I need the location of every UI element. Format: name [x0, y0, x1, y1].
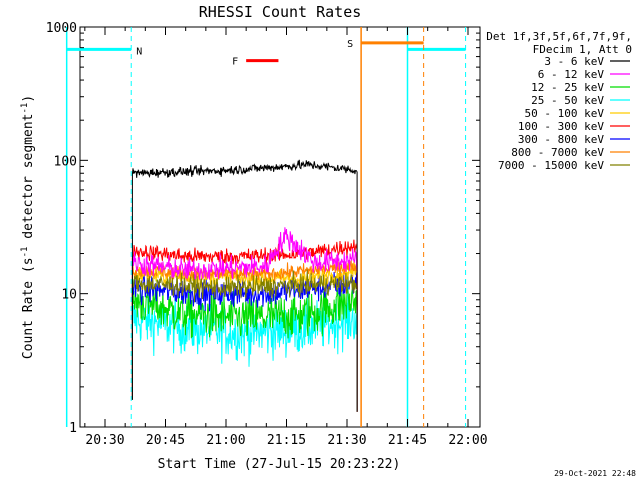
footer-date: 29-Oct-2021 22:48: [554, 469, 636, 478]
legend-entry-label: 3 - 6 keV: [544, 55, 604, 68]
legend-entry-label: 12 - 25 keV: [531, 81, 604, 94]
legend-entry-label: 7000 - 15000 keV: [498, 159, 604, 172]
series-line-9: [131, 269, 358, 412]
y-axis-label-end: ): [21, 95, 36, 103]
series-line-1: [131, 159, 358, 412]
y-axis-label-sup1: -1: [20, 247, 30, 258]
y-axis-label-main: Count Rate (s: [21, 257, 36, 359]
y-axis: 1 10 100 1000: [46, 21, 480, 436]
series-line-3: [131, 279, 358, 412]
chart-title: RHESSI Count Rates: [199, 3, 362, 21]
annotations: N S F: [65, 27, 467, 427]
y-tick-label: 1000: [46, 21, 77, 36]
plot-area: [79, 26, 481, 428]
x-tick-label: 21:30: [327, 433, 366, 448]
y-tick-label: 100: [54, 154, 77, 169]
x-tick-label: 21:15: [267, 433, 306, 448]
y-axis-label: Count Rate (s-1 detector segment-1): [20, 95, 36, 359]
saa-label: S: [347, 39, 353, 50]
y-tick-label: 1: [69, 421, 77, 436]
x-axis-label: Start Time (27-Jul-15 20:23:22): [158, 457, 401, 472]
x-tick-label: 21:45: [388, 433, 427, 448]
legend-entry-label: 6 - 12 keV: [538, 68, 605, 81]
flare-label: F: [232, 57, 238, 68]
y-axis-label-sup2: -1: [20, 103, 30, 114]
series-line-4: [131, 287, 358, 412]
x-tick-label: 20:30: [85, 433, 124, 448]
x-axis: 20:30 20:45 21:00 21:15 21:30 21:45 22:00: [84, 27, 488, 448]
legend-header-line: FDecim 1, Att 0: [533, 43, 632, 56]
legend-entry-label: 100 - 300 keV: [518, 120, 604, 133]
legend-entry-label: 800 - 7000 keV: [511, 146, 604, 159]
y-axis-label-mid: detector segment: [21, 114, 36, 247]
legend-entry-label: 25 - 50 keV: [531, 94, 604, 107]
series-group: [131, 159, 358, 412]
plot-frame: [79, 26, 481, 428]
x-tick-label: 22:00: [448, 433, 487, 448]
y-tick-label: 10: [61, 288, 77, 303]
x-tick-label: 21:00: [206, 433, 245, 448]
series-line-2: [131, 227, 358, 412]
x-tick-label: 20:45: [146, 433, 185, 448]
legend-header-line: Det 1f,3f,5f,6f,7f,9f,: [486, 30, 632, 43]
legend-entry-label: 50 - 100 keV: [525, 107, 605, 120]
night-label: N: [136, 46, 142, 57]
legend-entry-label: 300 - 800 keV: [518, 133, 604, 146]
legend: Det 1f,3f,5f,6f,7f,9f,FDecim 1, Att 03 -…: [486, 30, 632, 172]
